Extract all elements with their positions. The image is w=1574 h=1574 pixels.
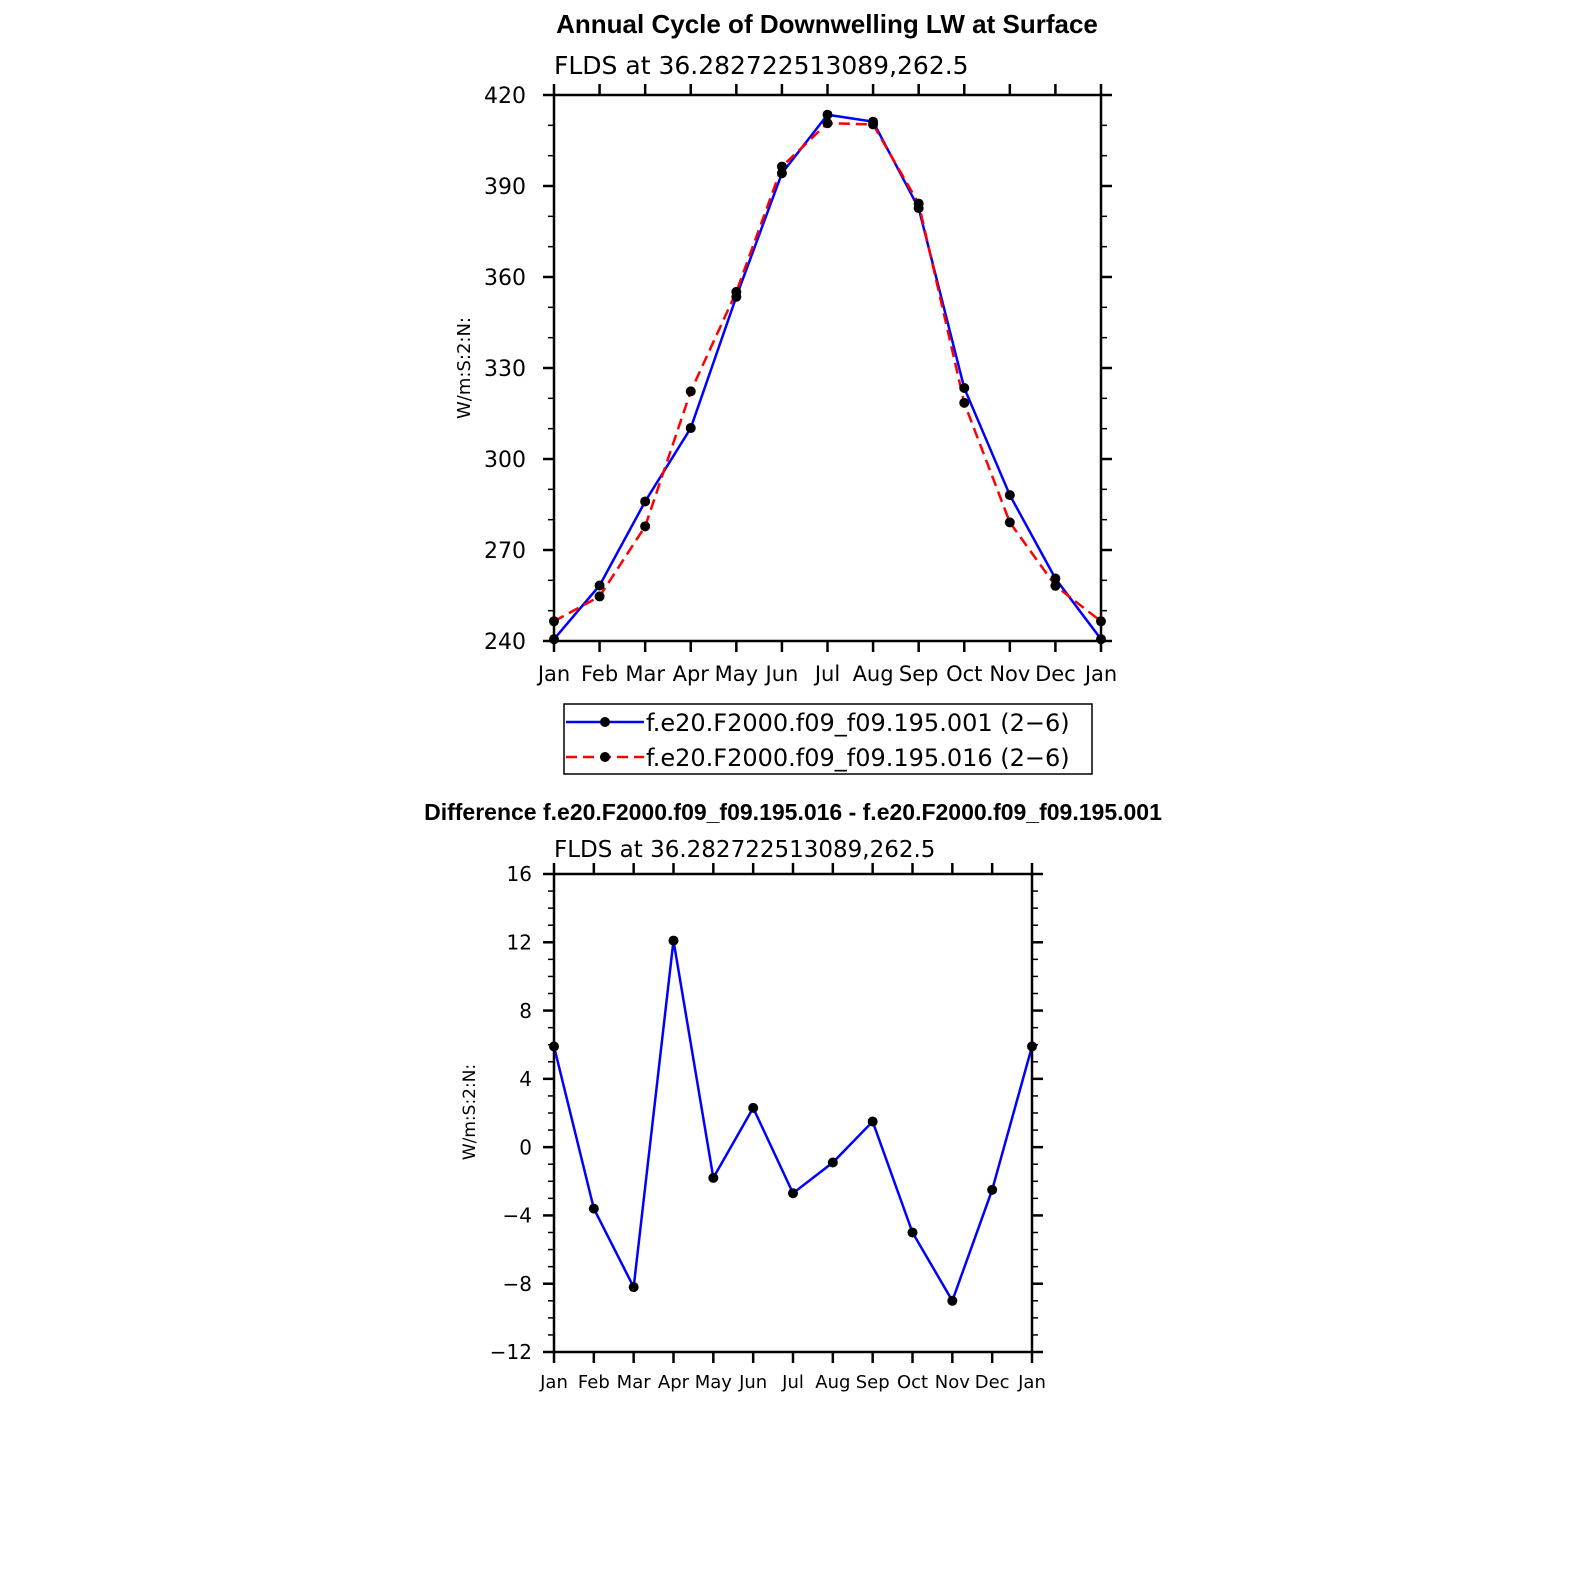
x-tick-label: Sep — [899, 662, 939, 686]
x-tick-label: Dec — [1035, 662, 1076, 686]
data-point — [1004, 517, 1015, 528]
y-tick-label: 330 — [484, 357, 526, 382]
y-tick-label: 360 — [484, 266, 526, 291]
data-point — [685, 386, 696, 397]
difference-chart: Difference f.e20.F2000.f09_f09.195.016 -… — [424, 799, 1162, 1393]
data-point — [822, 109, 833, 120]
y-tick-labels: −12 −8 −4 0 4 8 12 16 — [490, 862, 532, 1364]
data-point — [594, 580, 605, 591]
y-tick-label: 420 — [484, 84, 526, 109]
y-tick-label: 16 — [507, 862, 532, 886]
chart-title: Difference f.e20.F2000.f09_f09.195.016 -… — [424, 799, 1162, 825]
legend-label-1: f.e20.F2000.f09_f09.195.001 (2−6) — [646, 709, 1070, 737]
data-point — [947, 1295, 958, 1306]
y-tick-label: 300 — [484, 448, 526, 473]
y-tick-label: 240 — [484, 630, 526, 655]
data-point — [731, 286, 742, 297]
data-point — [748, 1102, 759, 1113]
x-tick-labels: Jan Feb Mar Apr May Jun Jul Aug Sep Oct Nov Dec Jan — [539, 1372, 1046, 1393]
x-tick-label: Jan — [1083, 662, 1117, 686]
x-tick-label: Oct — [897, 1372, 928, 1393]
x-tick-label: Mar — [625, 662, 665, 686]
x-tick-label: Aug — [815, 1372, 850, 1393]
y-tick-label: 12 — [507, 930, 532, 954]
data-point — [788, 1188, 798, 1199]
annual-cycle-chart: Annual Cycle of Downwelling LW at Surfac… — [454, 9, 1117, 775]
chart-subtitle: FLDS at 36.282722513089,262.5 — [554, 837, 935, 863]
x-tick-label: Sep — [856, 1372, 890, 1393]
series-group — [549, 935, 1037, 1306]
data-point — [588, 1203, 599, 1214]
data-point — [628, 1282, 639, 1293]
data-point — [868, 119, 879, 130]
y-tick-label: 4 — [519, 1067, 532, 1091]
legend-entry-2: f.e20.F2000.f09_f09.195.016 (2−6) — [566, 744, 1070, 772]
plot-frame — [552, 872, 1034, 1354]
x-tick-label: Mar — [617, 1372, 652, 1393]
y-tick-label: 0 — [519, 1135, 532, 1159]
x-tick-label: Jul — [781, 1372, 804, 1393]
x-tick-label: May — [715, 662, 758, 686]
y-axis-label: W/m:S:2:N: — [460, 1064, 480, 1160]
data-point — [685, 423, 696, 434]
x-tick-label: Jan — [536, 662, 570, 686]
data-point — [640, 496, 651, 507]
legend-box — [563, 703, 1093, 775]
legend: f.e20.F2000.f09_f09.195.001 (2−6) f.e20.… — [563, 703, 1093, 775]
data-point — [776, 161, 787, 172]
x-tick-label: Jan — [1017, 1372, 1046, 1393]
data-point — [668, 935, 679, 946]
legend-marker-1 — [600, 717, 610, 727]
data-point — [594, 591, 605, 602]
legend-marker-2 — [600, 752, 610, 762]
y-tick-label: −12 — [490, 1340, 532, 1364]
data-point — [959, 397, 970, 408]
data-point — [959, 383, 970, 394]
data-point — [640, 521, 651, 532]
series-group — [549, 109, 1106, 645]
y-tick-label: 270 — [484, 539, 526, 564]
y-tick-label: −8 — [503, 1272, 532, 1296]
data-point — [822, 118, 833, 129]
data-point — [1004, 490, 1015, 501]
x-tick-label: Jun — [764, 662, 799, 686]
legend-label-2: f.e20.F2000.f09_f09.195.016 (2−6) — [646, 744, 1070, 772]
plot-frame — [552, 93, 1103, 643]
y-tick-label: −4 — [503, 1204, 532, 1228]
y-axis-label: W/m:S:2:N: — [454, 317, 475, 419]
y-tick-label: 390 — [484, 175, 526, 200]
y-tick-labels: 240 270 300 330 360 390 420 — [484, 84, 526, 655]
x-tick-label: Nov — [989, 662, 1030, 686]
x-tick-label: Apr — [658, 1372, 690, 1393]
x-tick-label: Jan — [539, 1372, 568, 1393]
x-tick-label: Feb — [581, 662, 618, 686]
chart-subtitle: FLDS at 36.282722513089,262.5 — [554, 51, 969, 80]
x-tick-label: Jun — [738, 1372, 767, 1393]
y-tick-label: 8 — [519, 999, 532, 1023]
data-point — [987, 1184, 998, 1195]
data-point — [708, 1172, 719, 1183]
data-point — [1050, 573, 1061, 584]
data-point — [1050, 580, 1061, 591]
axis-ticks — [543, 84, 1112, 652]
legend-entry-1: f.e20.F2000.f09_f09.195.001 (2−6) — [566, 709, 1070, 737]
x-tick-label: Aug — [853, 662, 894, 686]
data-point — [907, 1227, 918, 1238]
chart-title: Annual Cycle of Downwelling LW at Surfac… — [556, 9, 1098, 39]
x-tick-label: Jul — [813, 662, 840, 686]
data-point — [867, 1116, 878, 1127]
data-point — [827, 1157, 838, 1168]
x-tick-label: Feb — [578, 1372, 610, 1393]
data-point — [913, 198, 924, 209]
x-tick-labels: Jan Feb Mar Apr May Jun Jul Aug Sep Oct Nov Dec Jan — [536, 662, 1117, 686]
x-tick-label: Oct — [946, 662, 982, 686]
x-tick-label: May — [695, 1372, 733, 1393]
x-tick-label: Apr — [673, 662, 710, 686]
x-tick-label: Dec — [975, 1372, 1010, 1393]
x-tick-label: Nov — [935, 1372, 970, 1393]
